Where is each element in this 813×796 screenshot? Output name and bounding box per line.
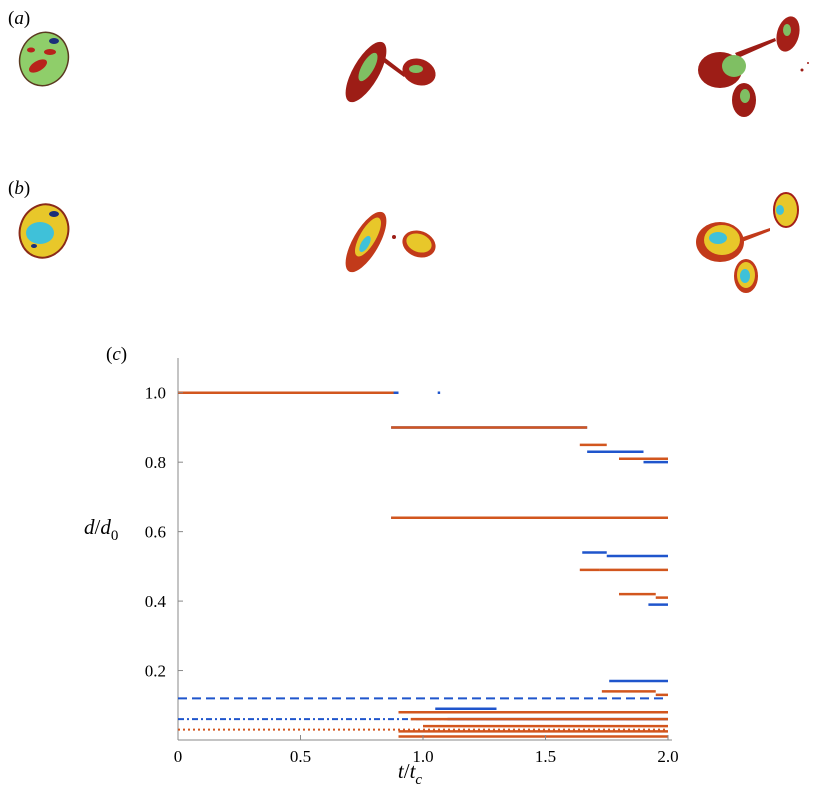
paren-open: ( [106,344,113,365]
drop-b-frame-3 [696,192,799,293]
y-label-base: d [100,515,111,539]
drop-b-frame-1 [18,203,70,259]
panel-label-a: (a) [8,8,30,30]
panel-letter: b [14,178,24,199]
x-tick-label: 0 [174,747,183,766]
x-axis-label: t/tc [398,759,423,788]
panel-letter: a [14,8,24,29]
drop-b-frame-2 [345,211,436,273]
y-tick-label: 0.4 [145,592,167,611]
paren-close: ) [120,344,128,365]
paren-close: ) [23,178,31,199]
x-label-sub: c [415,772,422,788]
x-label-base: t [410,759,417,783]
tick-labels: 0 0.5 1.0 1.5 2.0 0.2 0.4 0.6 0.8 1.0 [145,384,679,766]
x-tick-label: 0.5 [290,747,311,766]
paren-open: ( [8,8,15,29]
y-axis-label: d/d0 [84,515,118,544]
droplet-size-chart: 0 0.5 1.0 1.5 2.00.20.40.60.81.0 t/tc d/d0 [84,358,679,788]
x-tick-label: 1.5 [535,747,556,766]
chart-axes [177,358,672,741]
drop-a-frame-3 [698,16,809,117]
paren-close: ) [23,8,31,29]
panel-label-b: (b) [8,178,30,200]
x-tick-label: 1.0 [412,747,433,766]
y-tick-label: 1.0 [145,384,166,403]
y-label-sub: 0 [111,528,119,544]
drop-a-frame-2 [345,41,436,103]
y-tick-label: 0.6 [145,523,166,542]
panel-letter: c [112,344,121,365]
panel-label-c: (c) [106,344,127,366]
y-label-main: d [84,515,95,539]
data-marks [178,391,668,738]
x-label-main: t [398,759,405,783]
y-tick-label: 0.8 [145,453,166,472]
drop-a-frame-1 [18,31,70,87]
y-tick-label: 0.2 [145,662,166,681]
x-tick-label: 2.0 [657,747,678,766]
x-label-slash: / [404,759,410,783]
paren-open: ( [8,178,15,199]
y-label-slash: / [95,515,101,539]
